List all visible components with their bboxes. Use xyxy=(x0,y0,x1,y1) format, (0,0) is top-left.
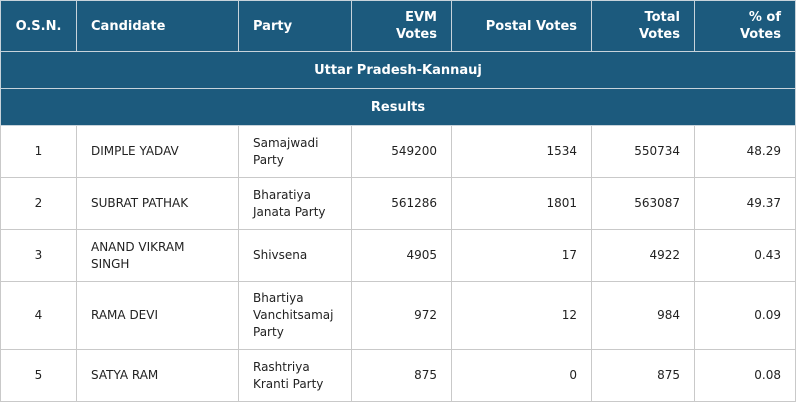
cell-party: Bharatiya Janata Party xyxy=(238,177,352,230)
cell-total-votes: 550734 xyxy=(591,125,695,178)
title-row: Uttar Pradesh-Kannauj xyxy=(0,51,796,89)
cell-total-votes: 563087 xyxy=(591,177,695,230)
cell-candidate: SUBRAT PATHAK xyxy=(76,177,239,230)
cell-candidate: RAMA DEVI xyxy=(76,281,239,350)
cell-osn: 2 xyxy=(0,177,77,230)
cell-osn: 5 xyxy=(0,349,77,402)
cell-osn: 3 xyxy=(0,229,77,282)
cell-candidate: DIMPLE YADAV xyxy=(76,125,239,178)
cell-postal-votes: 12 xyxy=(451,281,592,350)
header-party: Party xyxy=(238,0,352,52)
table-row: 2 SUBRAT PATHAK Bharatiya Janata Party 5… xyxy=(0,177,796,230)
cell-postal-votes: 17 xyxy=(451,229,592,282)
cell-total-votes: 4922 xyxy=(591,229,695,282)
table-row: 1 DIMPLE YADAV Samajwadi Party 549200 15… xyxy=(0,125,796,178)
header-row: O.S.N. Candidate Party EVM Votes Postal … xyxy=(0,0,796,52)
table-row: 5 SATYA RAM Rashtriya Kranti Party 875 0… xyxy=(0,349,796,402)
cell-postal-votes: 0 xyxy=(451,349,592,402)
cell-evm-votes: 549200 xyxy=(351,125,452,178)
header-total-votes: Total Votes xyxy=(591,0,695,52)
header-candidate: Candidate xyxy=(76,0,239,52)
cell-party: Shivsena xyxy=(238,229,352,282)
cell-party: Rashtriya Kranti Party xyxy=(238,349,352,402)
cell-party: Samajwadi Party xyxy=(238,125,352,178)
cell-evm-votes: 972 xyxy=(351,281,452,350)
cell-osn: 1 xyxy=(0,125,77,178)
cell-postal-votes: 1534 xyxy=(451,125,592,178)
cell-candidate: SATYA RAM xyxy=(76,349,239,402)
cell-evm-votes: 875 xyxy=(351,349,452,402)
header-percent-votes: % of Votes xyxy=(694,0,796,52)
cell-evm-votes: 4905 xyxy=(351,229,452,282)
cell-percent-votes: 0.09 xyxy=(694,281,796,350)
cell-osn: 4 xyxy=(0,281,77,350)
cell-evm-votes: 561286 xyxy=(351,177,452,230)
cell-percent-votes: 0.08 xyxy=(694,349,796,402)
header-evm-votes: EVM Votes xyxy=(351,0,452,52)
header-osn: O.S.N. xyxy=(0,0,77,52)
header-postal-votes: Postal Votes xyxy=(451,0,592,52)
cell-postal-votes: 1801 xyxy=(451,177,592,230)
results-subtitle: Results xyxy=(0,88,796,126)
cell-party: Bhartiya Vanchitsamaj Party xyxy=(238,281,352,350)
page-title: Uttar Pradesh-Kannauj xyxy=(0,51,796,89)
table-row: 4 RAMA DEVI Bhartiya Vanchitsamaj Party … xyxy=(0,281,796,350)
cell-percent-votes: 49.37 xyxy=(694,177,796,230)
cell-candidate: ANAND VIKRAM SINGH xyxy=(76,229,239,282)
cell-total-votes: 875 xyxy=(591,349,695,402)
cell-total-votes: 984 xyxy=(591,281,695,350)
cell-percent-votes: 0.43 xyxy=(694,229,796,282)
cell-percent-votes: 48.29 xyxy=(694,125,796,178)
subtitle-row: Results xyxy=(0,88,796,126)
table-row: 3 ANAND VIKRAM SINGH Shivsena 4905 17 49… xyxy=(0,229,796,282)
